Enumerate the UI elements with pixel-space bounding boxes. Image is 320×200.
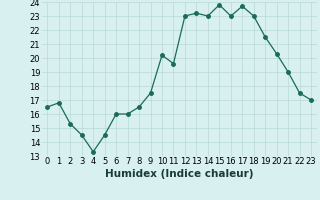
X-axis label: Humidex (Indice chaleur): Humidex (Indice chaleur) bbox=[105, 169, 253, 179]
